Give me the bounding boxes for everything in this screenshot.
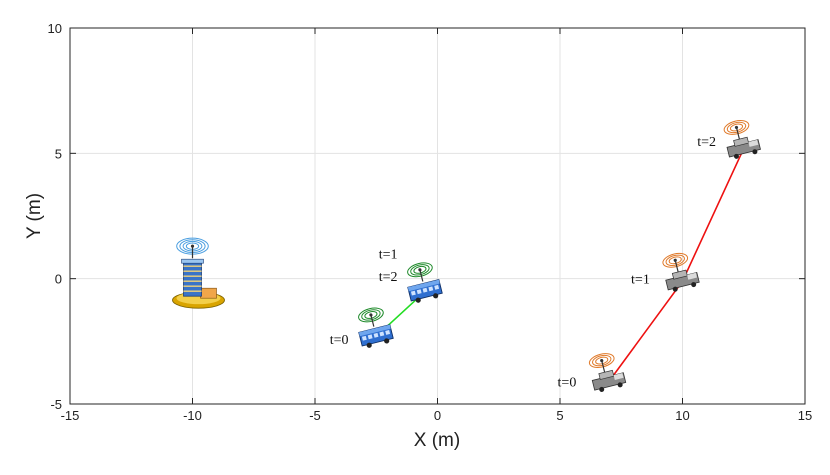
x-tick-label: 10 [675, 408, 689, 423]
x-tick-label: 0 [434, 408, 441, 423]
bus-icon [407, 262, 443, 303]
time-step-label: t=1 [379, 248, 398, 263]
y-tick-label: 5 [55, 146, 62, 161]
x-tick-label: -5 [309, 408, 321, 423]
time-step-label: t=0 [558, 375, 577, 390]
y-tick-label: 10 [48, 21, 62, 36]
antenna-wave-icon [588, 353, 615, 373]
antenna-wave-icon [407, 262, 433, 282]
car-icon [662, 252, 700, 292]
antenna-wave-icon [358, 307, 384, 327]
time-step-label: t=1 [631, 273, 650, 288]
x-tick-label: -10 [183, 408, 202, 423]
car-icon [723, 120, 761, 159]
y-axis-label: Y (m) [24, 193, 45, 239]
car-icon [588, 353, 627, 392]
x-tick-label: 15 [798, 408, 812, 423]
x-axis-label: X (m) [414, 430, 460, 451]
building-antenna-icon [172, 237, 225, 309]
time-step-label: t=0 [330, 333, 349, 348]
antenna-wave-icon [176, 237, 209, 259]
x-tick-label: 5 [556, 408, 563, 423]
bus-icon [358, 307, 394, 348]
antenna-wave-icon [723, 120, 750, 140]
x-tick-label: -15 [61, 408, 80, 423]
time-step-label: t=2 [379, 270, 398, 285]
y-tick-label: -5 [50, 397, 62, 412]
antenna-wave-icon [662, 252, 689, 273]
time-step-label: t=2 [697, 135, 716, 150]
y-tick-label: 0 [55, 272, 62, 287]
